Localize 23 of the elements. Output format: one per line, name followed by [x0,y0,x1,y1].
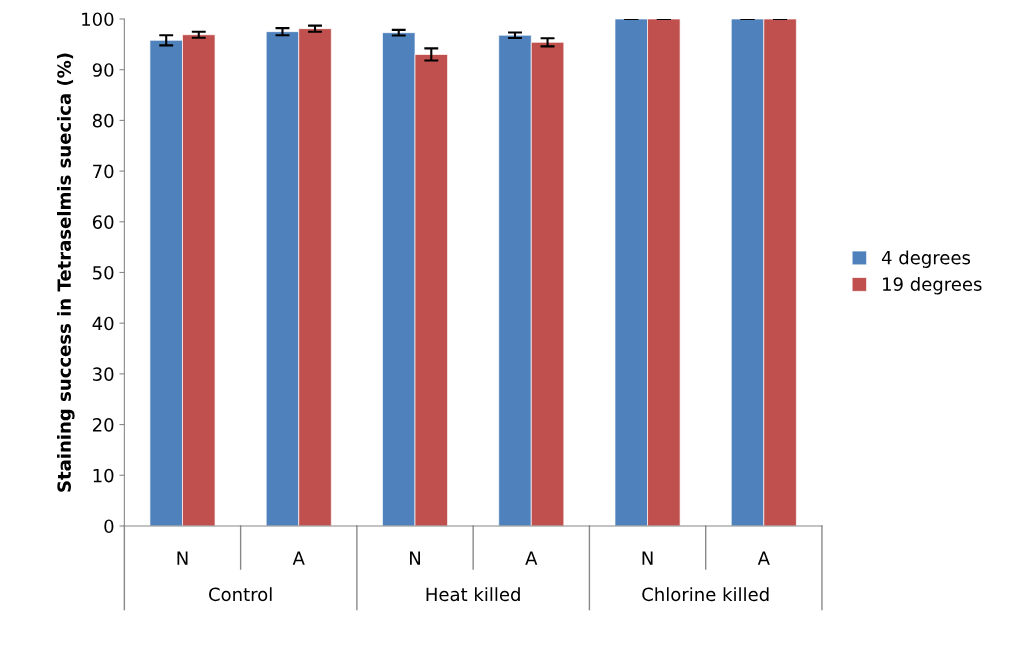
y-axis-title: Staining success in Tetraselmis suecica (%) [57,53,75,492]
y-tick-label: 70 [93,164,114,179]
y-tick-label: 80 [92,113,114,128]
text: Chlorine killed [642,587,769,602]
legend-label: 4 degrees [881,250,971,268]
x-tick-label: N [410,551,420,565]
x-tick-label: N [642,551,653,565]
legend-label: 19 degrees [883,276,982,295]
text: Control [209,587,272,602]
y-tick-label: 100 [82,12,114,27]
y-tick-label: 60 [92,215,114,229]
y-tick-label: 40 [92,316,114,331]
y-tick-label: 10 [93,468,114,483]
x-tick-label: A [525,551,538,565]
x-tick-label: N [177,551,188,565]
y-tick-label: 20 [92,418,114,432]
y-tick-label: 90 [92,63,114,77]
x-tick-label: A [757,551,770,565]
y-tick-label: 0 [104,519,114,534]
text: Heat killed [426,587,520,602]
x-tick-label: A [292,551,305,565]
y-tick-label: 30 [93,367,114,381]
y-tick-label: 50 [93,265,114,280]
